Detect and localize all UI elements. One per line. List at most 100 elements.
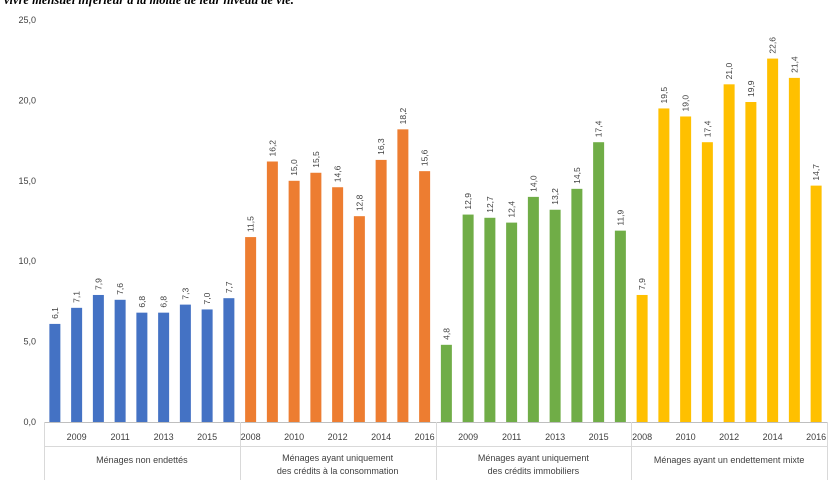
bar: [375, 159, 387, 422]
value-label: 15,0: [289, 159, 299, 176]
value-label: 7,9: [93, 278, 103, 290]
value-label: 19,9: [746, 80, 756, 97]
x-tick-label: 2008: [241, 432, 261, 442]
value-label: 7,3: [180, 288, 190, 300]
bar: [92, 294, 104, 422]
x-tick-label: 2010: [676, 432, 696, 442]
x-tick-label: 2012: [328, 432, 348, 442]
value-label: 12,8: [354, 194, 364, 211]
y-tick-label: 15,0: [18, 176, 36, 186]
bar: [71, 307, 83, 422]
value-label: 12,7: [485, 196, 495, 213]
bar: [506, 222, 518, 422]
bar: [549, 209, 561, 422]
x-tick-label: 2011: [502, 432, 521, 442]
bar: [527, 196, 539, 422]
y-tick-label: 5,0: [23, 337, 36, 347]
group-label: des crédits immobiliers: [488, 466, 580, 476]
bar: [680, 116, 692, 422]
value-label: 14,0: [528, 175, 538, 192]
value-label: 16,2: [267, 140, 277, 157]
bar: [245, 237, 257, 422]
bar: [397, 129, 409, 422]
y-tick-label: 20,0: [18, 95, 36, 105]
bar: [767, 58, 779, 422]
x-tick-label: 2011: [110, 432, 129, 442]
x-tick-label: 2013: [154, 432, 174, 442]
bars: [49, 58, 822, 423]
group-label: Ménages ayant uniquement: [282, 453, 394, 463]
group-label: des crédits à la consommation: [277, 466, 399, 476]
bar: [701, 142, 713, 422]
value-label: 17,4: [702, 120, 712, 137]
value-label: 16,3: [376, 138, 386, 155]
value-label: 19,0: [681, 95, 691, 112]
x-tick-label: 2015: [197, 432, 217, 442]
bar: [788, 77, 800, 422]
group-label: Ménages ayant un endettement mixte: [654, 455, 805, 465]
value-label: 6,8: [159, 296, 169, 308]
bar: [288, 180, 300, 422]
bar: [223, 298, 235, 422]
bar: [593, 142, 605, 422]
x-tick-label: 2008: [632, 432, 652, 442]
bar: [332, 187, 344, 422]
x-tick-label: 2009: [458, 432, 478, 442]
bar: [136, 312, 148, 422]
x-tick-label: 2016: [415, 432, 435, 442]
bar: [419, 171, 431, 422]
value-label: 6,8: [137, 296, 147, 308]
y-axis: 0,0 5,0 10,0 15,0 20,0 25,0: [18, 15, 36, 427]
bar: [114, 299, 126, 422]
bar: [266, 161, 278, 422]
x-tick-label: 2009: [67, 432, 87, 442]
x-tick-label: 2010: [284, 432, 304, 442]
value-label: 21,4: [789, 56, 799, 73]
y-tick-label: 10,0: [18, 256, 36, 266]
bar: [723, 84, 735, 422]
value-label: 14,6: [333, 165, 343, 182]
value-label: 13,2: [550, 188, 560, 205]
value-label: 21,0: [724, 63, 734, 80]
value-label: 15,6: [420, 149, 430, 166]
x-tick-label: 2014: [371, 432, 391, 442]
bar: [636, 294, 648, 422]
bar: [810, 185, 822, 422]
value-label: 15,5: [311, 151, 321, 168]
x-tick-label: 2014: [763, 432, 783, 442]
bar: [658, 108, 670, 422]
y-tick-label: 25,0: [18, 15, 36, 25]
chart-caption: vivre mensuel inférieur à la moitié de l…: [4, 0, 294, 7]
bar: [484, 217, 496, 422]
group-label: Ménages non endettés: [96, 455, 188, 465]
value-label: 17,4: [594, 120, 604, 137]
value-label: 7,7: [224, 281, 234, 293]
value-label: 7,0: [202, 292, 212, 304]
x-tick-label: 2013: [545, 432, 565, 442]
bar: [614, 230, 626, 422]
value-label: 4,8: [441, 328, 451, 340]
value-label: 11,9: [615, 209, 625, 225]
value-label: 7,6: [115, 283, 125, 295]
value-label: 11,5: [246, 216, 256, 232]
value-label: 18,2: [398, 108, 408, 125]
value-labels: 6,1 7,1 7,9 7,6 6,8 6,8 7,3 7,0 7,7 11,5 16,2 15,0 1…: [50, 37, 821, 340]
bar: [158, 312, 170, 422]
value-label: 22,6: [768, 37, 778, 54]
bar: [310, 172, 322, 422]
value-label: 14,7: [811, 164, 821, 181]
bar: [353, 216, 365, 422]
value-label: 7,9: [637, 278, 647, 290]
bar: [462, 214, 474, 422]
value-label: 7,1: [72, 291, 82, 303]
value-label: 6,1: [50, 307, 60, 319]
bar: [179, 304, 191, 422]
group-label: Ménages ayant uniquement: [478, 453, 590, 463]
bar: [49, 323, 61, 422]
x-tick-label: 2012: [719, 432, 739, 442]
value-label: 12,9: [463, 193, 473, 210]
bar: [745, 102, 757, 423]
value-label: 19,5: [659, 87, 669, 104]
x-tick-label: 2016: [806, 432, 826, 442]
